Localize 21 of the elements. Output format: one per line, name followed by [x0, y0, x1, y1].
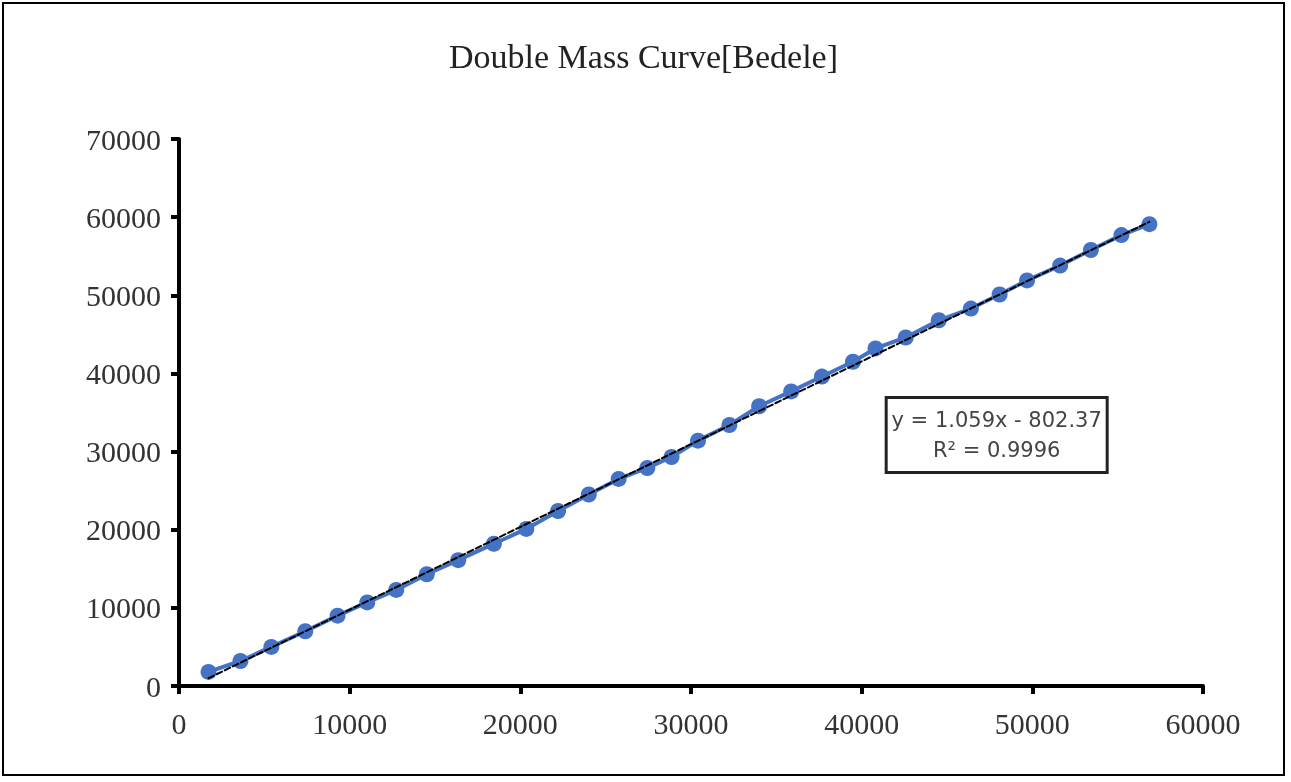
x-tick-label: 10000	[312, 706, 388, 740]
annotation: R² = 0.9996	[932, 438, 1061, 462]
y-tick-label: 20000	[86, 513, 161, 547]
point	[1141, 216, 1158, 233]
point	[867, 340, 884, 357]
annotation: y = 1.059x - 802.37	[891, 408, 1102, 432]
chart-title: Double Mass Curve[Bedele]	[448, 37, 839, 75]
y-tick-label: 60000	[86, 200, 161, 234]
point	[200, 663, 217, 680]
x-tick-label: 40000	[824, 706, 900, 740]
y-tick-label: 40000	[86, 356, 161, 390]
y-tick-label: 10000	[86, 591, 161, 625]
x-tick-label: 30000	[653, 706, 729, 740]
x-tick-label: 60000	[1165, 706, 1241, 740]
y-tick-label: 30000	[86, 435, 161, 469]
y-tick-label: 50000	[86, 278, 161, 312]
y-tick-label: 70000	[86, 122, 161, 156]
x-tick-label: 0	[171, 706, 187, 740]
x-tick-label: 20000	[482, 706, 558, 740]
x-tick-label: 50000	[994, 706, 1070, 740]
y-tick-label: 0	[146, 669, 161, 703]
